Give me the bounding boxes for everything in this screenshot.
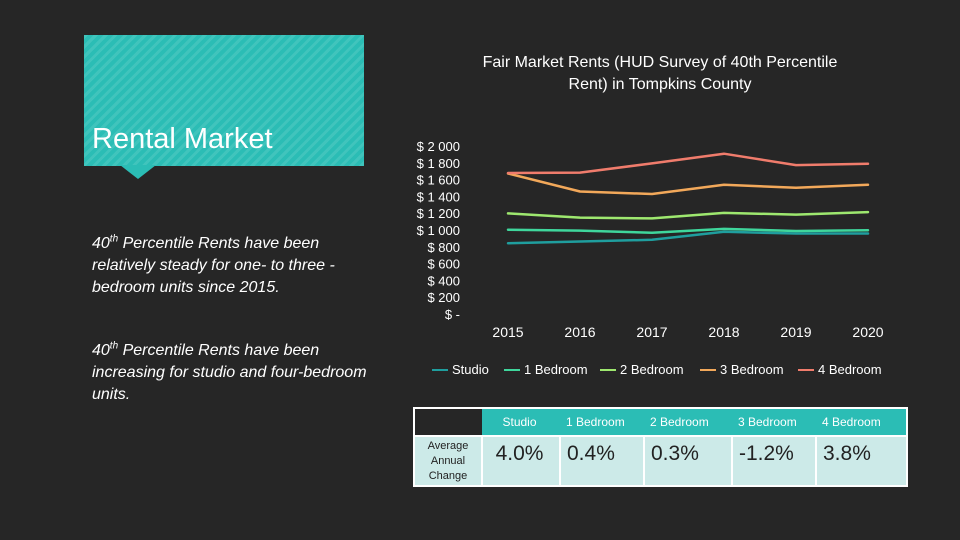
x-tick-label: 2017 <box>636 324 667 340</box>
y-tick-label: $ - <box>445 307 460 322</box>
table-header-4-bedroom: 4 Bedroom <box>816 408 907 436</box>
chart-title: Fair Market Rents (HUD Survey of 40th Pe… <box>482 54 838 93</box>
table-header-studio: Studio <box>482 408 560 436</box>
slide-title: Rental Market <box>92 123 273 155</box>
table-row-label: Average Annual Change <box>413 435 483 487</box>
bullet-text-1: 40th Percentile Rents have been relative… <box>92 233 335 296</box>
y-tick-label: $ 400 <box>427 273 460 288</box>
table-row: Average Annual Change 4.0% 0.4% 0.3% -1.2%… <box>413 435 908 487</box>
series-line-1-bedroom <box>506 227 870 234</box>
table-header-1-bedroom: 1 Bedroom <box>560 408 644 436</box>
table-value-studio: 4.0% <box>481 435 561 487</box>
y-tick-label: $ 2 000 <box>417 139 460 154</box>
y-tick-label: $ 1 400 <box>417 189 460 204</box>
legend-swatch-3-bedroom <box>700 368 716 371</box>
y-tick-label: $ 800 <box>427 240 460 255</box>
legend-label-1-bedroom: 1 Bedroom <box>524 362 588 377</box>
legend-item-4-bedroom: 4 Bedroom <box>798 362 882 377</box>
legend-item-2-bedroom: 2 Bedroom <box>600 362 684 377</box>
y-tick-label: $ 1 200 <box>417 206 460 221</box>
x-tick-label: 2015 <box>492 324 523 340</box>
x-tick-label: 2020 <box>852 324 883 340</box>
legend-swatch-1-bedroom <box>504 368 520 371</box>
x-tick-label: 2019 <box>780 324 811 340</box>
legend-item-1-bedroom: 1 Bedroom <box>504 362 588 377</box>
series-line-2-bedroom <box>506 210 870 220</box>
series-line-studio <box>506 230 870 245</box>
y-tick-label: $ 1 800 <box>417 156 460 171</box>
y-tick-label: $ 1 000 <box>417 223 460 238</box>
legend-swatch-2-bedroom <box>600 368 616 371</box>
legend-swatch-studio <box>432 368 448 371</box>
table-header-3-bedroom: 3 Bedroom <box>732 408 816 436</box>
table-corner <box>414 408 482 436</box>
y-tick-label: $ 1 600 <box>417 173 460 188</box>
average-annual-change-table: Studio 1 Bedroom 2 Bedroom 3 Bedroom 4 B… <box>413 407 908 487</box>
legend-label-4-bedroom: 4 Bedroom <box>818 362 882 377</box>
table-value-1-bedroom: 0.4% <box>559 435 645 487</box>
series-line-3-bedroom <box>506 172 870 196</box>
series-line-4-bedroom <box>506 152 870 175</box>
table-value-3-bedroom: -1.2% <box>731 435 817 487</box>
x-tick-label: 2018 <box>708 324 739 340</box>
table-value-2-bedroom: 0.3% <box>643 435 733 487</box>
bullet-text-2: 40th Percentile Rents have been increasi… <box>92 340 367 403</box>
x-tick-label: 2016 <box>564 324 595 340</box>
legend-item-studio: Studio <box>432 362 489 377</box>
table-header-row: Studio 1 Bedroom 2 Bedroom 3 Bedroom 4 B… <box>414 408 907 436</box>
legend-item-3-bedroom: 3 Bedroom <box>700 362 784 377</box>
table-value-4-bedroom: 3.8% <box>815 435 908 487</box>
table-header-2-bedroom: 2 Bedroom <box>644 408 732 436</box>
title-banner <box>84 35 364 166</box>
title-banner-pointer <box>120 165 156 179</box>
legend-label-3-bedroom: 3 Bedroom <box>720 362 784 377</box>
legend-label-2-bedroom: 2 Bedroom <box>620 362 684 377</box>
y-tick-label: $ 200 <box>427 290 460 305</box>
legend-swatch-4-bedroom <box>798 368 814 371</box>
y-tick-label: $ 600 <box>427 257 460 272</box>
legend-label-studio: Studio <box>452 362 489 377</box>
